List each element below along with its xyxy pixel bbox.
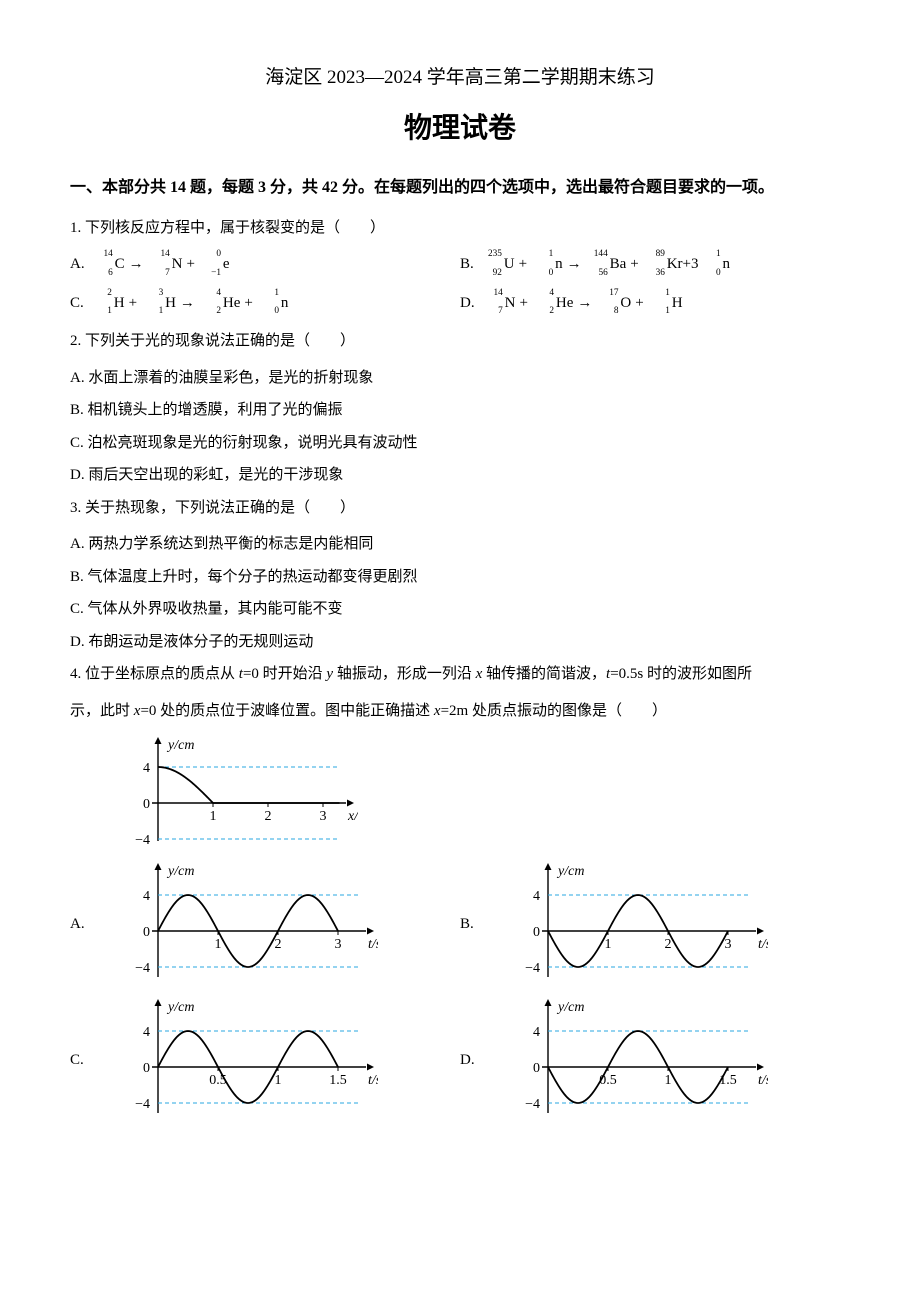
- q4-stem2: 示，此时 x=0 处的质点位于波峰位置。图中能正确描述 x=2m 处质点振动的图…: [70, 697, 850, 726]
- svg-text:4: 4: [143, 889, 150, 904]
- q1-B-label: B.: [460, 250, 474, 279]
- q4-s5: =0.5s 时的波形如图所: [610, 666, 752, 682]
- q4-chart-D: 4 0 −4 0.5 1 1.5 y/cm t/s: [488, 995, 768, 1125]
- svg-text:2: 2: [265, 809, 272, 824]
- q4-optD-wrap: D. 4 0 −4 0.5 1 1.5 y/cm t/s: [460, 995, 850, 1125]
- svg-text:−4: −4: [525, 1097, 540, 1112]
- q1-C-label: C.: [70, 289, 84, 318]
- svg-text:3: 3: [320, 809, 327, 824]
- svg-text:y/cm: y/cm: [166, 738, 194, 753]
- q4-s6: 示，此时: [70, 703, 134, 719]
- q2-B: B. 相机镜头上的增透膜，利用了光的偏振: [70, 396, 850, 425]
- svg-text:t/s: t/s: [758, 1073, 768, 1088]
- q2-A: A. 水面上漂着的油膜呈彩色，是光的折射现象: [70, 364, 850, 393]
- svg-text:3: 3: [335, 937, 342, 952]
- svg-text:y/cm: y/cm: [166, 1000, 194, 1015]
- q3-D: D. 布朗运动是液体分子的无规则运动: [70, 628, 850, 657]
- q1-optA: A. 146C→147N+0−1e: [70, 250, 460, 279]
- q1-optB: B. 23592U+10n→14456Ba+8936Kr+310n: [460, 250, 850, 279]
- svg-text:0: 0: [143, 797, 150, 812]
- q4-chart-A: 4 0 −4 1 2 3 y/cm t/s: [98, 859, 378, 989]
- q1-row2: C. 21H+31H→42He+10n D. 147N+42He→178O+11…: [70, 289, 850, 318]
- q4-s7: =0 处的质点位于波峰位置。图中能正确描述: [140, 703, 433, 719]
- svg-text:4: 4: [143, 761, 150, 776]
- q4-stem: 4. 位于坐标原点的质点从 t=0 时开始沿 y 轴振动，形成一列沿 x 轴传播…: [70, 660, 850, 689]
- q4-D-label: D.: [460, 1046, 488, 1075]
- q4-optC-wrap: C. 4 0 −4 0.5 1 1.5 y/cm t/s: [70, 995, 460, 1125]
- svg-text:1: 1: [605, 937, 612, 952]
- q1-A-eq: 146C→147N+0−1e: [91, 250, 230, 279]
- svg-text:2: 2: [275, 937, 282, 952]
- q2-D: D. 雨后天空出现的彩虹，是光的干涉现象: [70, 461, 850, 490]
- section-heading: 一、本部分共 14 题，每题 3 分，共 42 分。在每题列出的四个选项中，选出…: [70, 173, 850, 203]
- q3-C: C. 气体从外界吸收热量，其内能可能不变: [70, 595, 850, 624]
- svg-text:t/s: t/s: [368, 1073, 378, 1088]
- svg-text:4: 4: [143, 1025, 150, 1040]
- q3-A: A. 两热力学系统达到热平衡的标志是内能相同: [70, 530, 850, 559]
- svg-text:2: 2: [665, 937, 672, 952]
- svg-text:0: 0: [143, 1061, 150, 1076]
- svg-text:−4: −4: [135, 961, 150, 976]
- q2-C: C. 泊松亮斑现象是光的衍射现象，说明光具有波动性: [70, 429, 850, 458]
- q1-C-eq: 21H+31H→42He+10n: [90, 289, 289, 318]
- q4-optA-wrap: A. 4 0 −4 1 2 3 y/cm t/s: [70, 859, 460, 989]
- svg-text:t/s: t/s: [758, 937, 768, 952]
- svg-text:1: 1: [215, 937, 222, 952]
- q1-D-label: D.: [460, 289, 475, 318]
- q1-A-label: A.: [70, 250, 85, 279]
- q1-B-eq: 23592U+10n→14456Ba+8936Kr+310n: [480, 250, 730, 279]
- q4-wave-figure: 4 0 −4 1 2 3 y/cm x/m: [70, 733, 850, 853]
- svg-text:3: 3: [725, 937, 732, 952]
- svg-text:4: 4: [533, 889, 540, 904]
- q1-stem: 1. 下列核反应方程中，属于核裂变的是（ ）: [70, 214, 850, 243]
- q4-optB-wrap: B. 4 0 −4 1 2 3 y/cm t/s: [460, 859, 850, 989]
- q1-optC: C. 21H+31H→42He+10n: [70, 289, 460, 318]
- q4-s2: =0 时开始沿: [243, 666, 326, 682]
- exam-header: 海淀区 2023—2024 学年高三第二学期期末练习: [70, 60, 850, 96]
- exam-title: 物理试卷: [70, 102, 850, 155]
- q3-stem: 3. 关于热现象，下列说法正确的是（ ）: [70, 494, 850, 523]
- q4-x3: x: [434, 703, 441, 719]
- q4-row-ab: A. 4 0 −4 1 2 3 y/cm t/s B. 4 0 −4 1 2 3 y/cm t/s: [70, 859, 850, 995]
- svg-text:1.5: 1.5: [329, 1073, 347, 1088]
- svg-text:t/s: t/s: [368, 937, 378, 952]
- svg-text:1: 1: [210, 809, 217, 824]
- svg-text:1.5: 1.5: [719, 1073, 737, 1088]
- q2-stem: 2. 下列关于光的现象说法正确的是（ ）: [70, 327, 850, 356]
- q4-C-label: C.: [70, 1046, 98, 1075]
- q1-optD: D. 147N+42He→178O+11H: [460, 289, 850, 318]
- q4-s8: =2m 处质点振动的图像是（ ）: [441, 703, 667, 719]
- svg-text:0.5: 0.5: [209, 1073, 227, 1088]
- q4-chart-C: 4 0 −4 0.5 1 1.5 y/cm t/s: [98, 995, 378, 1125]
- q4-s4: 轴传播的简谐波，: [482, 666, 606, 682]
- svg-text:0: 0: [533, 925, 540, 940]
- svg-text:1: 1: [665, 1073, 672, 1088]
- svg-text:y/cm: y/cm: [556, 1000, 584, 1015]
- q4-chart-B: 4 0 −4 1 2 3 y/cm t/s: [488, 859, 768, 989]
- q3-B: B. 气体温度上升时，每个分子的热运动都变得更剧烈: [70, 563, 850, 592]
- svg-text:0: 0: [533, 1061, 540, 1076]
- svg-text:y/cm: y/cm: [556, 864, 584, 879]
- svg-text:y/cm: y/cm: [166, 864, 194, 879]
- wave-chart: 4 0 −4 1 2 3 y/cm x/m: [98, 733, 358, 853]
- svg-text:−4: −4: [135, 1097, 150, 1112]
- q1-D-eq: 147N+42He→178O+11H: [481, 289, 683, 318]
- svg-text:1: 1: [275, 1073, 282, 1088]
- q4-A-label: A.: [70, 910, 98, 939]
- q4-s3: 轴振动，形成一列沿: [333, 666, 476, 682]
- svg-text:0: 0: [143, 925, 150, 940]
- svg-text:x/m: x/m: [347, 809, 358, 824]
- svg-text:0.5: 0.5: [599, 1073, 617, 1088]
- svg-text:−4: −4: [525, 961, 540, 976]
- svg-text:4: 4: [533, 1025, 540, 1040]
- q4-s1: 4. 位于坐标原点的质点从: [70, 666, 239, 682]
- q1-row1: A. 146C→147N+0−1e B. 23592U+10n→14456Ba+…: [70, 250, 850, 279]
- q4-B-label: B.: [460, 910, 488, 939]
- svg-text:−4: −4: [135, 833, 150, 848]
- q4-row-cd: C. 4 0 −4 0.5 1 1.5 y/cm t/s D. 4 0 −4 0.5 1 1.5 y/cm…: [70, 995, 850, 1131]
